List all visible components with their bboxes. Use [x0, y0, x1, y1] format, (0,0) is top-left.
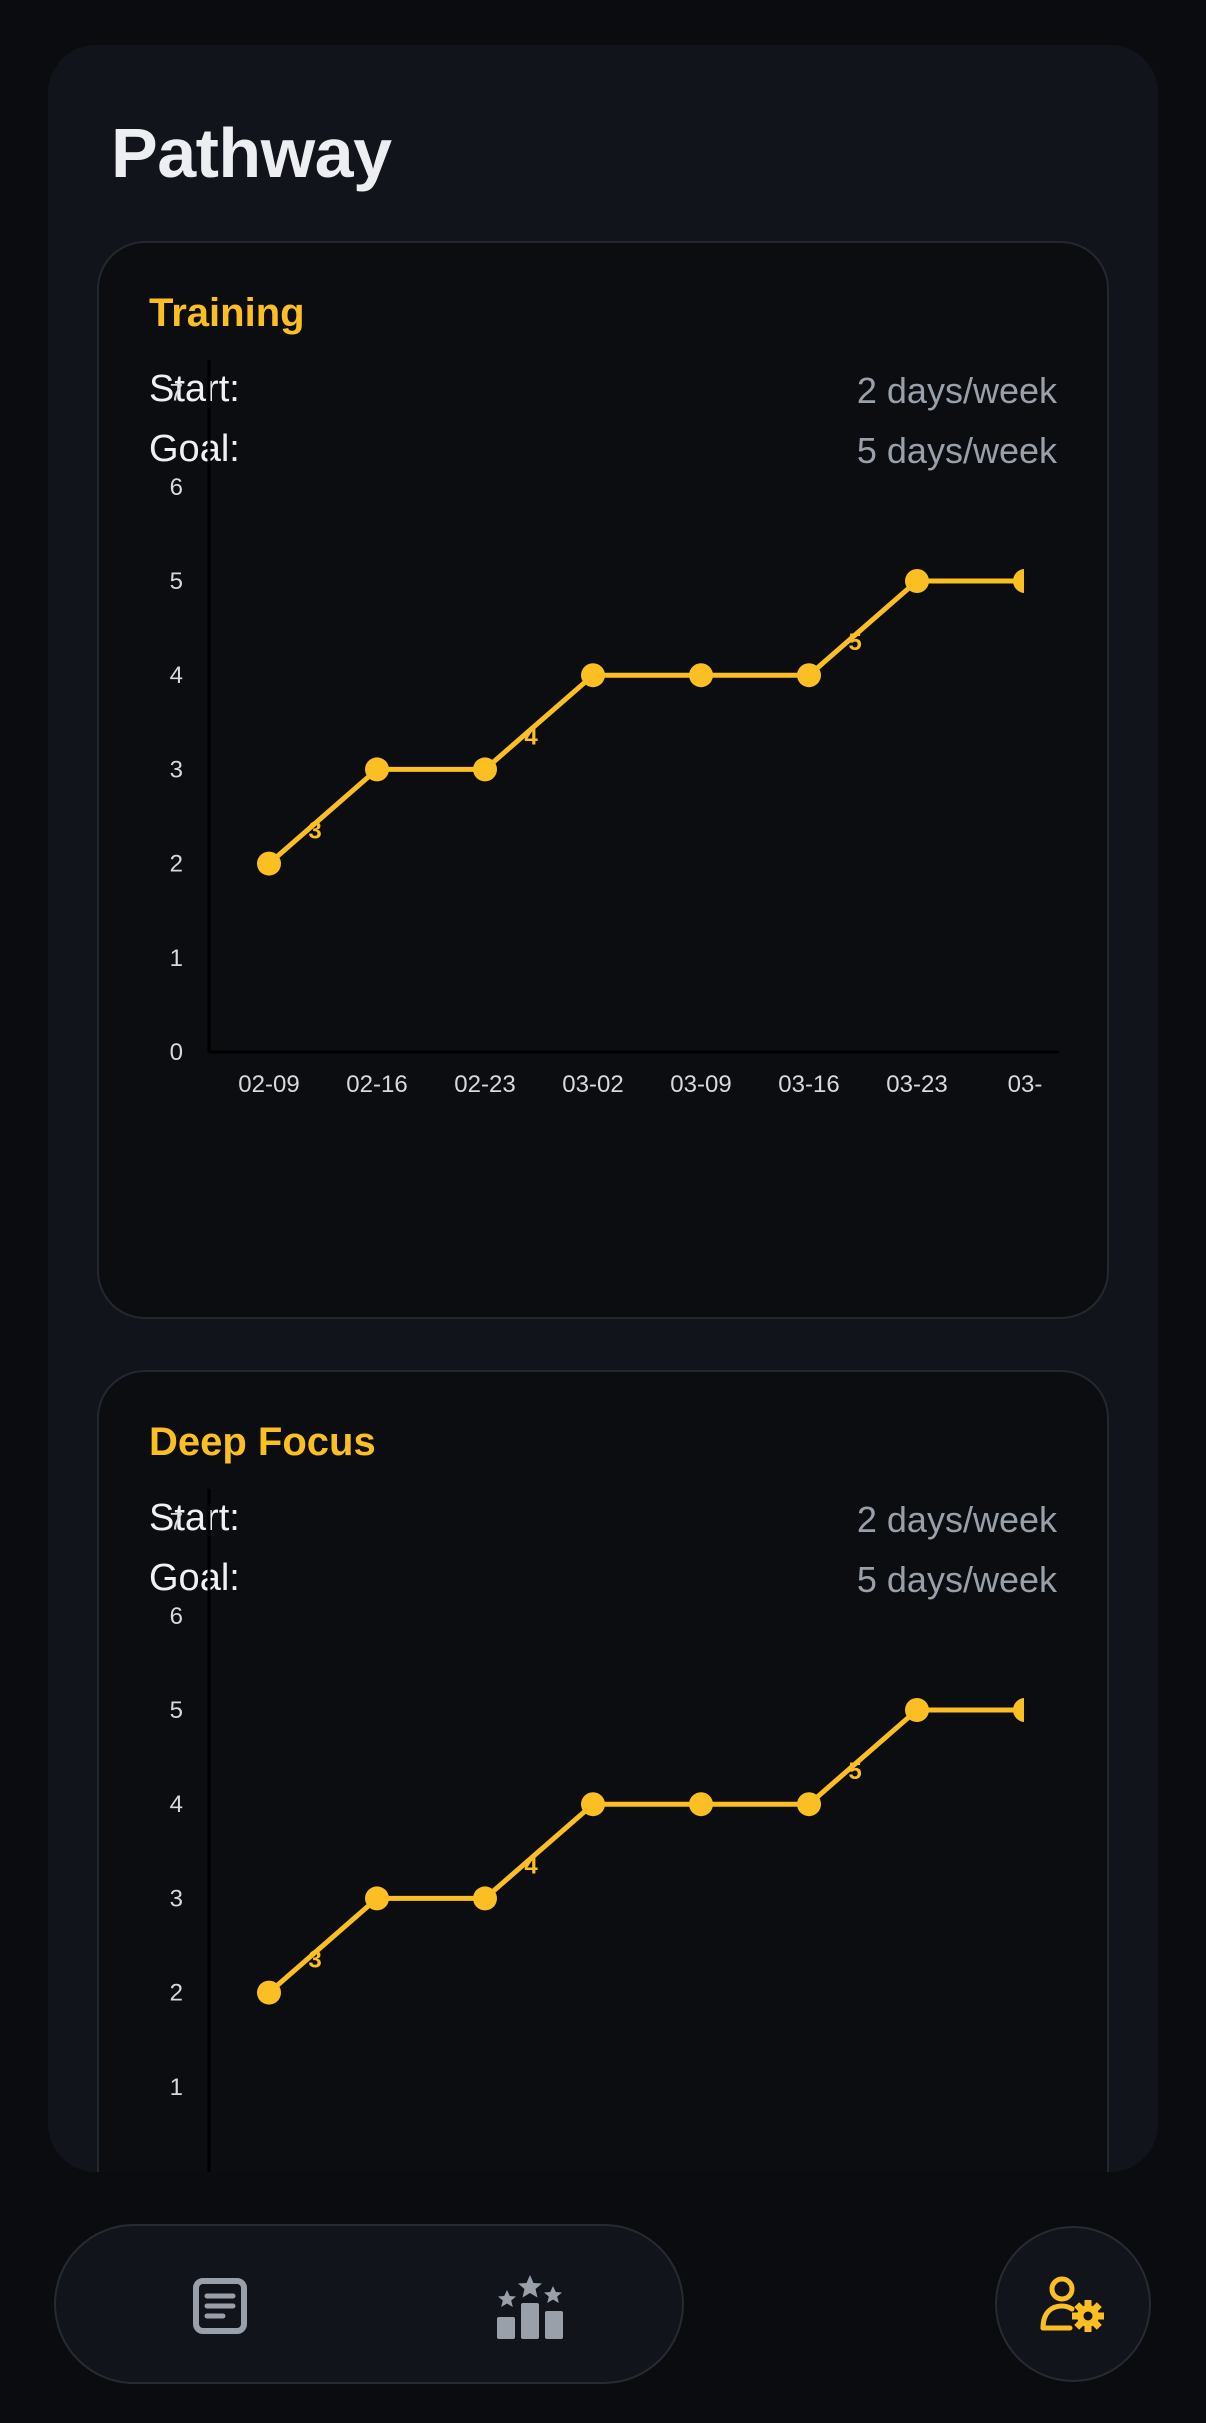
data-label: 5 [848, 1758, 861, 1785]
series-line [267, 1707, 1024, 1995]
y-tick-label: 0 [170, 1039, 183, 1066]
y-tick-label: 2 [170, 851, 183, 878]
y-tick-label: 6 [170, 474, 183, 501]
start-label: Start: [149, 368, 240, 410]
y-tick-label: 0 [170, 2168, 183, 2172]
data-point [689, 1792, 713, 1817]
card-title: Deep Focus [149, 1420, 376, 1464]
data-point [905, 569, 929, 593]
card-title: Training [149, 291, 305, 335]
x-tick-label: 03- [1008, 1071, 1043, 1098]
data-point [473, 1886, 497, 1911]
data-point [581, 1792, 605, 1817]
progress-chart: 0 1 2 3 4 5 6 7 02-09 02-16 02-23 03-02 03-09 03-16 03… [170, 359, 1059, 1098]
data-label: 5 [848, 629, 861, 656]
x-tick-label: 03-16 [778, 1071, 839, 1098]
data-point [797, 1792, 821, 1817]
x-tick-label: 03-23 [886, 1071, 947, 1098]
goal-value: 5 days/week [856, 430, 1057, 471]
data-point [797, 663, 821, 688]
y-tick-label: 3 [170, 1885, 183, 1912]
data-point [257, 851, 281, 876]
data-label: 3 [308, 1947, 321, 1974]
y-tick-label: 4 [170, 662, 183, 689]
data-point [1013, 569, 1024, 593]
habit-card-deep-focus[interactable]: Deep Focus Start: 2 days/week Goal: 5 da… [97, 1370, 1109, 2172]
start-label: Start: [149, 1497, 240, 1539]
page-title: Pathway [111, 114, 392, 192]
y-tick-label: 7 [170, 1509, 183, 1536]
goal-value: 5 days/week [856, 1559, 1057, 1600]
data-point [689, 663, 713, 688]
x-tick-label: 02-09 [238, 1071, 299, 1098]
document-icon [193, 2278, 247, 2334]
data-label: 3 [308, 818, 321, 845]
data-label: 4 [524, 1852, 538, 1879]
series-group [257, 1698, 1024, 2005]
series-group [257, 569, 1024, 876]
y-tick-label: 4 [170, 1791, 183, 1818]
data-point [1013, 1698, 1024, 1722]
x-tick-label: 03-09 [670, 1071, 731, 1098]
data-point [365, 1886, 389, 1911]
x-tick-label: 02-16 [346, 1071, 407, 1098]
y-tick-label: 6 [170, 1603, 183, 1630]
y-tick-label: 3 [170, 756, 183, 783]
data-point [905, 1698, 929, 1722]
nav-leaderboard-button[interactable] [480, 2256, 580, 2356]
leaderboard-icon [497, 2275, 563, 2339]
nav-log-button[interactable] [170, 2256, 270, 2356]
data-point [365, 757, 389, 782]
start-value: 2 days/week [856, 1499, 1057, 1540]
habit-card-training[interactable]: Training Start: 2 days/week Goal: 5 days… [97, 241, 1109, 1319]
y-tick-label: 1 [170, 2074, 183, 2101]
bottom-nav-bar [54, 2224, 684, 2384]
y-tick-label: 5 [170, 568, 183, 595]
main-screen: Pathway Training Start: 2 days/week Goal… [48, 45, 1158, 2172]
data-point [581, 663, 605, 688]
y-tick-label: 2 [170, 1980, 183, 2007]
x-tick-label: 02-23 [454, 1071, 515, 1098]
series-line [267, 578, 1024, 866]
data-point [257, 1980, 281, 2005]
data-point [473, 757, 497, 782]
y-tick-label: 5 [170, 1697, 183, 1724]
goal-label: Goal: [149, 428, 240, 470]
start-value: 2 days/week [856, 370, 1057, 411]
y-tick-label: 1 [170, 945, 183, 972]
goal-label: Goal: [149, 1557, 240, 1599]
user-settings-icon [1040, 2276, 1104, 2332]
data-label: 4 [524, 723, 538, 750]
y-tick-label: 7 [170, 380, 183, 407]
profile-settings-button[interactable] [995, 2226, 1151, 2382]
x-tick-label: 03-02 [562, 1071, 623, 1098]
